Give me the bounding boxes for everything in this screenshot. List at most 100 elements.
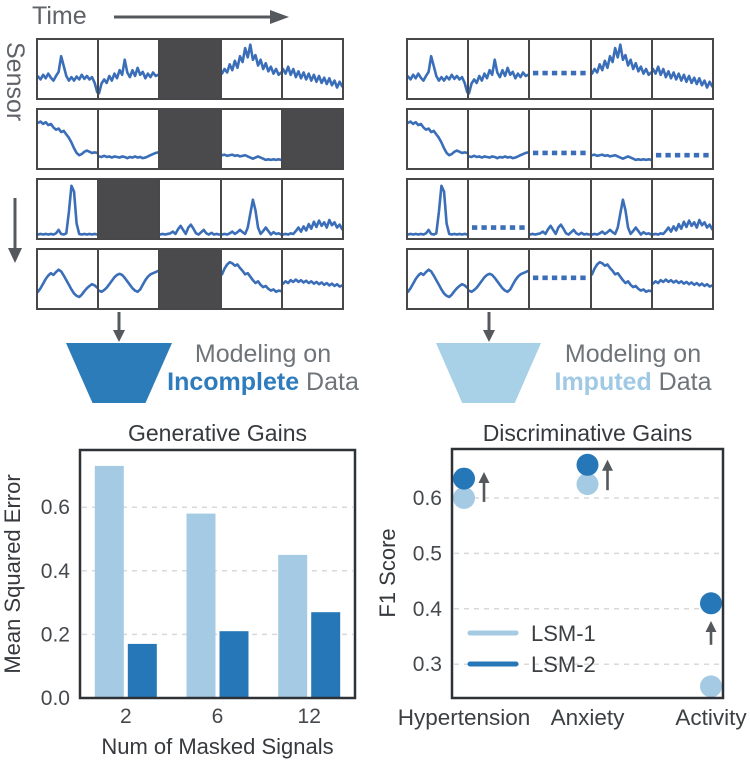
sensor-grid-incomplete	[36, 38, 344, 310]
caption-highlight: Incomplete	[167, 368, 300, 396]
sensor-row	[36, 248, 344, 310]
signal-cell	[592, 40, 653, 98]
sensor-signal	[530, 180, 589, 238]
caption-line1: Modeling on	[564, 340, 702, 368]
bar-LSM-1	[94, 465, 124, 698]
down-arrow-icon	[483, 312, 495, 342]
down-arrow-icon	[113, 312, 125, 342]
bar-LSM-1	[186, 513, 216, 698]
y-axis-label: Mean Squared Error	[0, 474, 25, 673]
sensor-signal	[38, 250, 97, 308]
up-arrow-icon	[705, 621, 717, 645]
caption-line2: Incomplete Data	[146, 368, 380, 396]
signal-cell	[408, 180, 470, 238]
sensor-signal	[592, 110, 651, 168]
signal-cell	[592, 180, 653, 238]
imputed-dotted-line	[655, 152, 710, 158]
x-tick-label: 12	[298, 705, 321, 728]
signal-cell	[99, 250, 161, 308]
sensor-signal	[469, 250, 528, 308]
y-tick-label: 0.6	[41, 496, 70, 519]
signal-cell	[222, 110, 283, 168]
caption-highlight: Imputed	[554, 368, 652, 396]
signal-cell	[222, 250, 283, 308]
sensor-signal	[38, 40, 97, 98]
imputed-cell	[530, 110, 592, 168]
imputed-dotted-line	[533, 70, 587, 76]
chart-title: Generative Gains	[128, 420, 307, 446]
data-point-LSM-2	[576, 453, 599, 476]
sensor-signal	[653, 180, 712, 238]
discriminative-gains-chart: Discriminative Gains 0.3 0.4 0.5 0.6 LSM-1 LSM…	[375, 420, 750, 765]
y-tick-label: 0.3	[413, 653, 442, 676]
sensor-row	[36, 178, 344, 240]
signal-cell	[469, 250, 531, 308]
sensor-signal	[99, 250, 158, 308]
sensor-signal	[160, 180, 219, 238]
sensor-signal	[283, 250, 342, 308]
signal-cell	[653, 40, 712, 98]
y-axis-label: F1 Score	[375, 528, 400, 617]
signal-cell	[469, 110, 531, 168]
sensor-signal	[408, 40, 467, 98]
y-tick-label: 0.2	[41, 623, 70, 646]
bar-LSM-2	[311, 612, 341, 698]
sensor-signal	[222, 180, 281, 238]
sensor-row	[406, 108, 714, 170]
data-point-LSM-1	[453, 487, 475, 509]
y-tick-label: 0.0	[41, 687, 70, 710]
up-arrow-icon	[478, 472, 490, 502]
sensor-signal	[283, 180, 342, 238]
sensor-signal	[222, 250, 281, 308]
caption-incomplete: Modeling on Incomplete Data	[146, 340, 380, 396]
y-tick-label: 0.4	[41, 560, 71, 583]
y-tick-label: 0.5	[413, 542, 442, 565]
sensor-row	[406, 178, 714, 240]
signal-cell	[530, 180, 592, 238]
category-label: Hypertension	[398, 705, 531, 730]
bar-LSM-1	[278, 554, 308, 698]
bar-LSM-2	[127, 643, 157, 698]
sensor-label: Sensor	[1, 42, 29, 122]
signal-cell	[160, 180, 222, 238]
imputed-cell	[469, 180, 531, 238]
bar-chart-svg: Generative Gains 0.0 0.2 0.4 0.6 2 6 12 Num of M…	[0, 420, 357, 759]
sensor-signal	[469, 110, 528, 168]
sensor-signal	[99, 110, 158, 168]
sensor-grid-imputed	[406, 38, 714, 310]
masked-cell	[282, 110, 343, 168]
signal-cell	[222, 180, 283, 238]
signal-cell	[38, 250, 100, 308]
caption-rest: Data	[651, 368, 712, 396]
signal-cell	[38, 110, 100, 168]
signal-cell	[283, 40, 342, 98]
imputed-cell	[653, 110, 712, 168]
chart-title: Discriminative Gains	[483, 420, 693, 446]
x-tick-label: 2	[120, 705, 132, 728]
signal-cell	[99, 110, 161, 168]
sensor-signal	[222, 40, 281, 98]
sensor-signal	[408, 110, 467, 168]
signal-cell	[408, 40, 470, 98]
data-point-LSM-2	[453, 467, 475, 490]
imputed-cell	[530, 250, 592, 308]
signal-cell	[38, 180, 100, 238]
imputed-dotted-line	[533, 275, 587, 281]
signal-cell	[99, 40, 161, 98]
signal-cell	[592, 110, 653, 168]
sensor-row	[36, 108, 344, 170]
sensor-signal	[592, 40, 651, 98]
sensor-signal	[38, 110, 97, 168]
sensor-signal	[38, 180, 97, 238]
data-point-LSM-2	[700, 592, 722, 615]
sensor-signal	[592, 250, 651, 308]
sensor-signal	[408, 250, 467, 308]
sensor-row	[406, 38, 714, 100]
signal-cell	[653, 180, 712, 238]
y-tick-label: 0.4	[413, 598, 443, 621]
caption-imputed: Modeling on Imputed Data	[516, 340, 750, 396]
caption-rest: Data	[299, 368, 359, 396]
plot-border	[78, 448, 357, 700]
legend-label: LSM-2	[531, 652, 596, 677]
